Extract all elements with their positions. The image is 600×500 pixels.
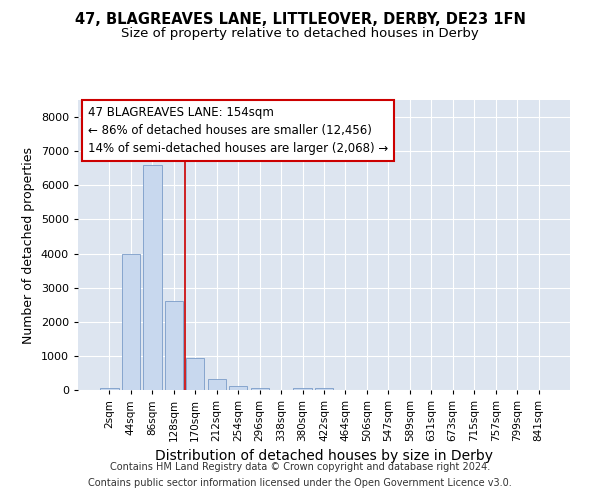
Text: Contains public sector information licensed under the Open Government Licence v3: Contains public sector information licen…	[88, 478, 512, 488]
X-axis label: Distribution of detached houses by size in Derby: Distribution of detached houses by size …	[155, 450, 493, 464]
Bar	[208, 378, 226, 390]
Bar	[122, 254, 140, 390]
Bar	[229, 386, 247, 390]
Text: Size of property relative to detached houses in Derby: Size of property relative to detached ho…	[121, 28, 479, 40]
Text: Contains HM Land Registry data © Crown copyright and database right 2024.: Contains HM Land Registry data © Crown c…	[110, 462, 490, 472]
Bar	[143, 165, 161, 390]
Bar	[251, 388, 269, 390]
Text: 47 BLAGREAVES LANE: 154sqm
← 86% of detached houses are smaller (12,456)
14% of : 47 BLAGREAVES LANE: 154sqm ← 86% of deta…	[88, 106, 388, 155]
Bar	[100, 388, 119, 390]
Bar	[186, 358, 205, 390]
Bar	[293, 388, 311, 390]
Text: 47, BLAGREAVES LANE, LITTLEOVER, DERBY, DE23 1FN: 47, BLAGREAVES LANE, LITTLEOVER, DERBY, …	[74, 12, 526, 28]
Bar	[315, 388, 333, 390]
Y-axis label: Number of detached properties: Number of detached properties	[22, 146, 35, 344]
Bar	[165, 302, 183, 390]
